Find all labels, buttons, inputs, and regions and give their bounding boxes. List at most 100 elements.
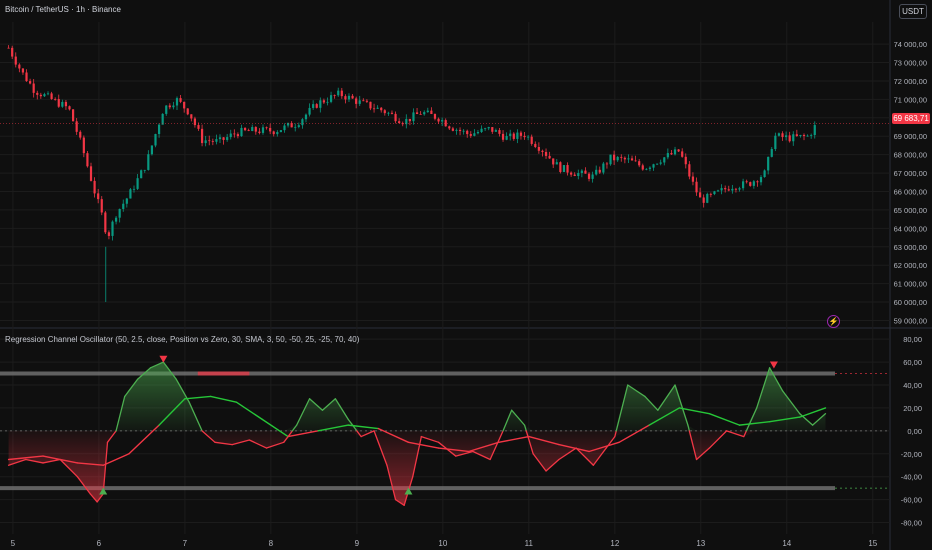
candle-body [114, 217, 118, 222]
osc-line-segment [42, 458, 61, 464]
signal-line-segment [738, 420, 771, 426]
candle-body [745, 181, 748, 183]
candle-body [781, 133, 784, 138]
candle-body [68, 106, 71, 110]
signal-line-segment [648, 407, 681, 426]
candle-body [795, 134, 798, 136]
osc-line-segment [149, 361, 165, 369]
candle-body [186, 108, 189, 115]
osc-line-segment [627, 384, 646, 398]
candle-body [25, 72, 28, 82]
osc-line-segment [394, 498, 405, 506]
price-tick-label: 60 000,00 [894, 298, 927, 307]
osc-line-segment [615, 384, 629, 432]
osc-line-segment [644, 395, 659, 411]
candle-body [466, 130, 469, 135]
signal-line-segment [102, 453, 130, 466]
candle-body [297, 125, 300, 127]
osc-line-segment [106, 430, 117, 443]
candle-body [423, 112, 426, 115]
candle-body [204, 140, 207, 144]
x-tick-label: 11 [525, 539, 534, 548]
price-tick-label: 61 000,00 [894, 280, 927, 289]
candle-body [104, 212, 107, 233]
candle-body [301, 119, 304, 126]
candle-body [537, 146, 540, 151]
buy-marker [404, 487, 413, 495]
candle-body [709, 193, 712, 195]
candle-body [50, 93, 53, 99]
candle-body [512, 133, 515, 139]
candle-body [630, 158, 634, 161]
candle-body [673, 149, 677, 155]
signal-line-segment [799, 407, 827, 418]
candle-body [365, 100, 368, 102]
candle-body [713, 191, 716, 195]
candle-body [741, 181, 745, 189]
candle-body [89, 166, 93, 181]
osc-tick-label: -20,00 [901, 450, 922, 459]
candle-body [369, 101, 372, 109]
buy-marker [99, 487, 108, 495]
osc-line-segment [102, 441, 109, 495]
osc-line-segment [575, 447, 594, 466]
candle-body [505, 136, 508, 140]
candle-body [544, 151, 548, 156]
candle-body [337, 90, 340, 96]
candle-body [770, 149, 773, 157]
candle-body [193, 118, 197, 126]
osc-line-segment [76, 476, 91, 495]
sell-marker [159, 355, 168, 363]
candle-body [570, 172, 573, 175]
osc-line-segment [745, 407, 758, 432]
price-tick-label: 72 000,00 [894, 77, 927, 86]
candle-body [451, 128, 454, 131]
candle-body [473, 133, 476, 136]
candle-body [319, 100, 322, 108]
osc-line-segment [688, 430, 698, 461]
candle-body [122, 203, 125, 209]
osc-line-segment [231, 439, 251, 446]
signal-line-segment [261, 418, 289, 438]
candle-body [86, 153, 89, 167]
candle-body [720, 188, 723, 191]
candle-body [738, 188, 741, 190]
osc-tick-label: -80,00 [901, 519, 922, 528]
candle-body [286, 122, 290, 126]
candle-body [813, 125, 816, 136]
osc-line-segment [124, 378, 139, 398]
x-tick-label: 12 [610, 539, 619, 548]
currency-button[interactable]: USDT [899, 4, 927, 19]
candle-body [519, 132, 523, 136]
candle-body [140, 170, 143, 179]
candle-body [527, 136, 530, 138]
candle-body [441, 120, 444, 122]
candle-body [415, 112, 419, 115]
osc-line-segment [756, 367, 771, 409]
signal-line-segment [498, 435, 530, 444]
candle-body [641, 165, 644, 170]
candle-body [731, 188, 734, 191]
candle-body [161, 113, 164, 125]
candle-body [394, 113, 397, 122]
candle-body [308, 107, 311, 115]
candle-body [734, 188, 738, 190]
candle-body [190, 114, 193, 119]
candle-body [150, 145, 154, 155]
lightning-icon[interactable]: ⚡ [827, 315, 840, 328]
candle-body [82, 137, 85, 154]
candle-body [347, 95, 351, 100]
osc-line-segment [25, 458, 44, 464]
candle-body [534, 143, 537, 147]
candle-body [659, 162, 662, 164]
candle-body [243, 127, 247, 131]
candle-body [408, 118, 411, 122]
candle-body [656, 163, 659, 165]
osc-line-segment [360, 430, 375, 438]
candle-body [437, 118, 440, 122]
candle-body [265, 127, 268, 129]
candle-body [448, 126, 451, 129]
candle-body [634, 160, 637, 162]
